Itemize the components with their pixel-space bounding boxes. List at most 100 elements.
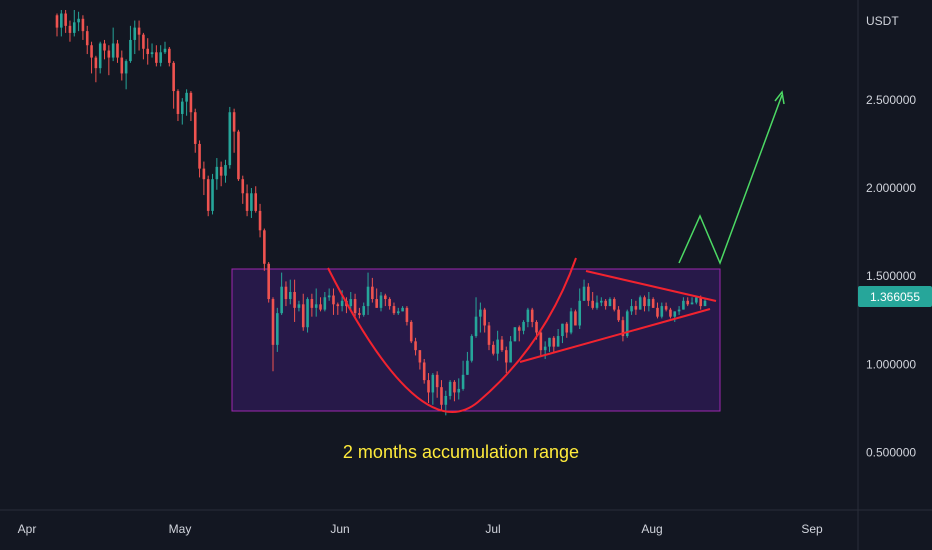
candle[interactable]: [388, 297, 391, 310]
candle[interactable]: [375, 288, 378, 308]
candle[interactable]: [219, 161, 223, 187]
candle[interactable]: [457, 378, 461, 400]
candle[interactable]: [332, 288, 335, 315]
candle[interactable]: [384, 293, 387, 307]
candle[interactable]: [621, 316, 625, 342]
candle[interactable]: [371, 277, 374, 303]
candle[interactable]: [163, 41, 167, 55]
candle[interactable]: [267, 262, 270, 303]
candle[interactable]: [137, 20, 141, 51]
candle[interactable]: [539, 330, 543, 356]
candle[interactable]: [111, 27, 115, 62]
candle[interactable]: [517, 325, 521, 342]
candle[interactable]: [90, 41, 93, 74]
candle[interactable]: [72, 9, 76, 37]
candle[interactable]: [409, 320, 413, 344]
candle[interactable]: [284, 281, 288, 307]
candle[interactable]: [64, 9, 67, 33]
candle[interactable]: [314, 288, 318, 317]
candle[interactable]: [690, 297, 694, 305]
candle[interactable]: [466, 351, 469, 375]
candle[interactable]: [414, 337, 417, 356]
candle[interactable]: [349, 291, 353, 310]
candle[interactable]: [176, 89, 180, 122]
candle[interactable]: [435, 371, 439, 398]
candle[interactable]: [133, 20, 137, 55]
candle[interactable]: [673, 311, 677, 322]
candle[interactable]: [310, 293, 314, 317]
candle[interactable]: [155, 45, 158, 67]
candle[interactable]: [353, 293, 357, 317]
candle[interactable]: [604, 299, 607, 310]
candle[interactable]: [142, 32, 145, 60]
candle[interactable]: [543, 341, 547, 359]
candle[interactable]: [418, 350, 422, 370]
candle[interactable]: [492, 341, 495, 356]
candle[interactable]: [232, 108, 236, 153]
candle[interactable]: [565, 321, 569, 338]
candle[interactable]: [487, 321, 491, 351]
candle[interactable]: [189, 91, 193, 122]
candle[interactable]: [483, 307, 486, 333]
candle[interactable]: [319, 297, 322, 312]
candle[interactable]: [258, 203, 262, 238]
candle[interactable]: [159, 45, 162, 67]
candle[interactable]: [150, 43, 154, 58]
candle[interactable]: [129, 25, 132, 63]
candle[interactable]: [103, 39, 106, 60]
candle[interactable]: [504, 346, 508, 374]
candle[interactable]: [634, 300, 638, 315]
candle[interactable]: [185, 89, 188, 116]
candle[interactable]: [461, 360, 465, 391]
candle[interactable]: [276, 307, 279, 352]
candle[interactable]: [245, 184, 249, 217]
candle[interactable]: [254, 186, 258, 213]
candle[interactable]: [630, 299, 633, 315]
candle[interactable]: [656, 302, 659, 319]
candle[interactable]: [263, 228, 266, 271]
candle[interactable]: [552, 336, 556, 352]
candle[interactable]: [306, 297, 309, 333]
candle[interactable]: [677, 306, 681, 315]
candle[interactable]: [591, 291, 594, 310]
candle[interactable]: [703, 299, 707, 307]
candle[interactable]: [172, 61, 175, 109]
candle[interactable]: [500, 336, 504, 352]
candle[interactable]: [582, 279, 586, 301]
candle[interactable]: [215, 158, 219, 190]
candle[interactable]: [202, 161, 206, 196]
candle[interactable]: [643, 295, 646, 312]
candle[interactable]: [250, 188, 253, 218]
candle[interactable]: [509, 336, 512, 363]
candle[interactable]: [379, 291, 383, 312]
candle[interactable]: [77, 11, 80, 32]
cup-curve[interactable]: [327, 257, 577, 413]
candle[interactable]: [180, 98, 184, 125]
candle[interactable]: [301, 293, 305, 331]
candle[interactable]: [422, 358, 426, 384]
candle[interactable]: [94, 55, 98, 83]
candle[interactable]: [120, 50, 124, 81]
candle[interactable]: [237, 129, 240, 181]
candle[interactable]: [651, 297, 655, 308]
candle[interactable]: [193, 108, 197, 153]
candle[interactable]: [116, 39, 119, 63]
candle[interactable]: [617, 306, 620, 322]
candle[interactable]: [647, 291, 651, 312]
candle[interactable]: [595, 295, 599, 310]
candle[interactable]: [453, 380, 456, 402]
candle[interactable]: [526, 307, 530, 328]
candle[interactable]: [522, 320, 525, 335]
candle[interactable]: [608, 297, 612, 307]
candle[interactable]: [448, 380, 452, 400]
candle[interactable]: [440, 380, 443, 411]
candle[interactable]: [664, 302, 668, 312]
candle[interactable]: [293, 279, 296, 322]
candle[interactable]: [206, 175, 210, 217]
candle[interactable]: [405, 306, 409, 326]
candle[interactable]: [55, 13, 59, 37]
candle[interactable]: [327, 288, 331, 301]
candle[interactable]: [288, 279, 292, 305]
candle[interactable]: [638, 295, 642, 310]
